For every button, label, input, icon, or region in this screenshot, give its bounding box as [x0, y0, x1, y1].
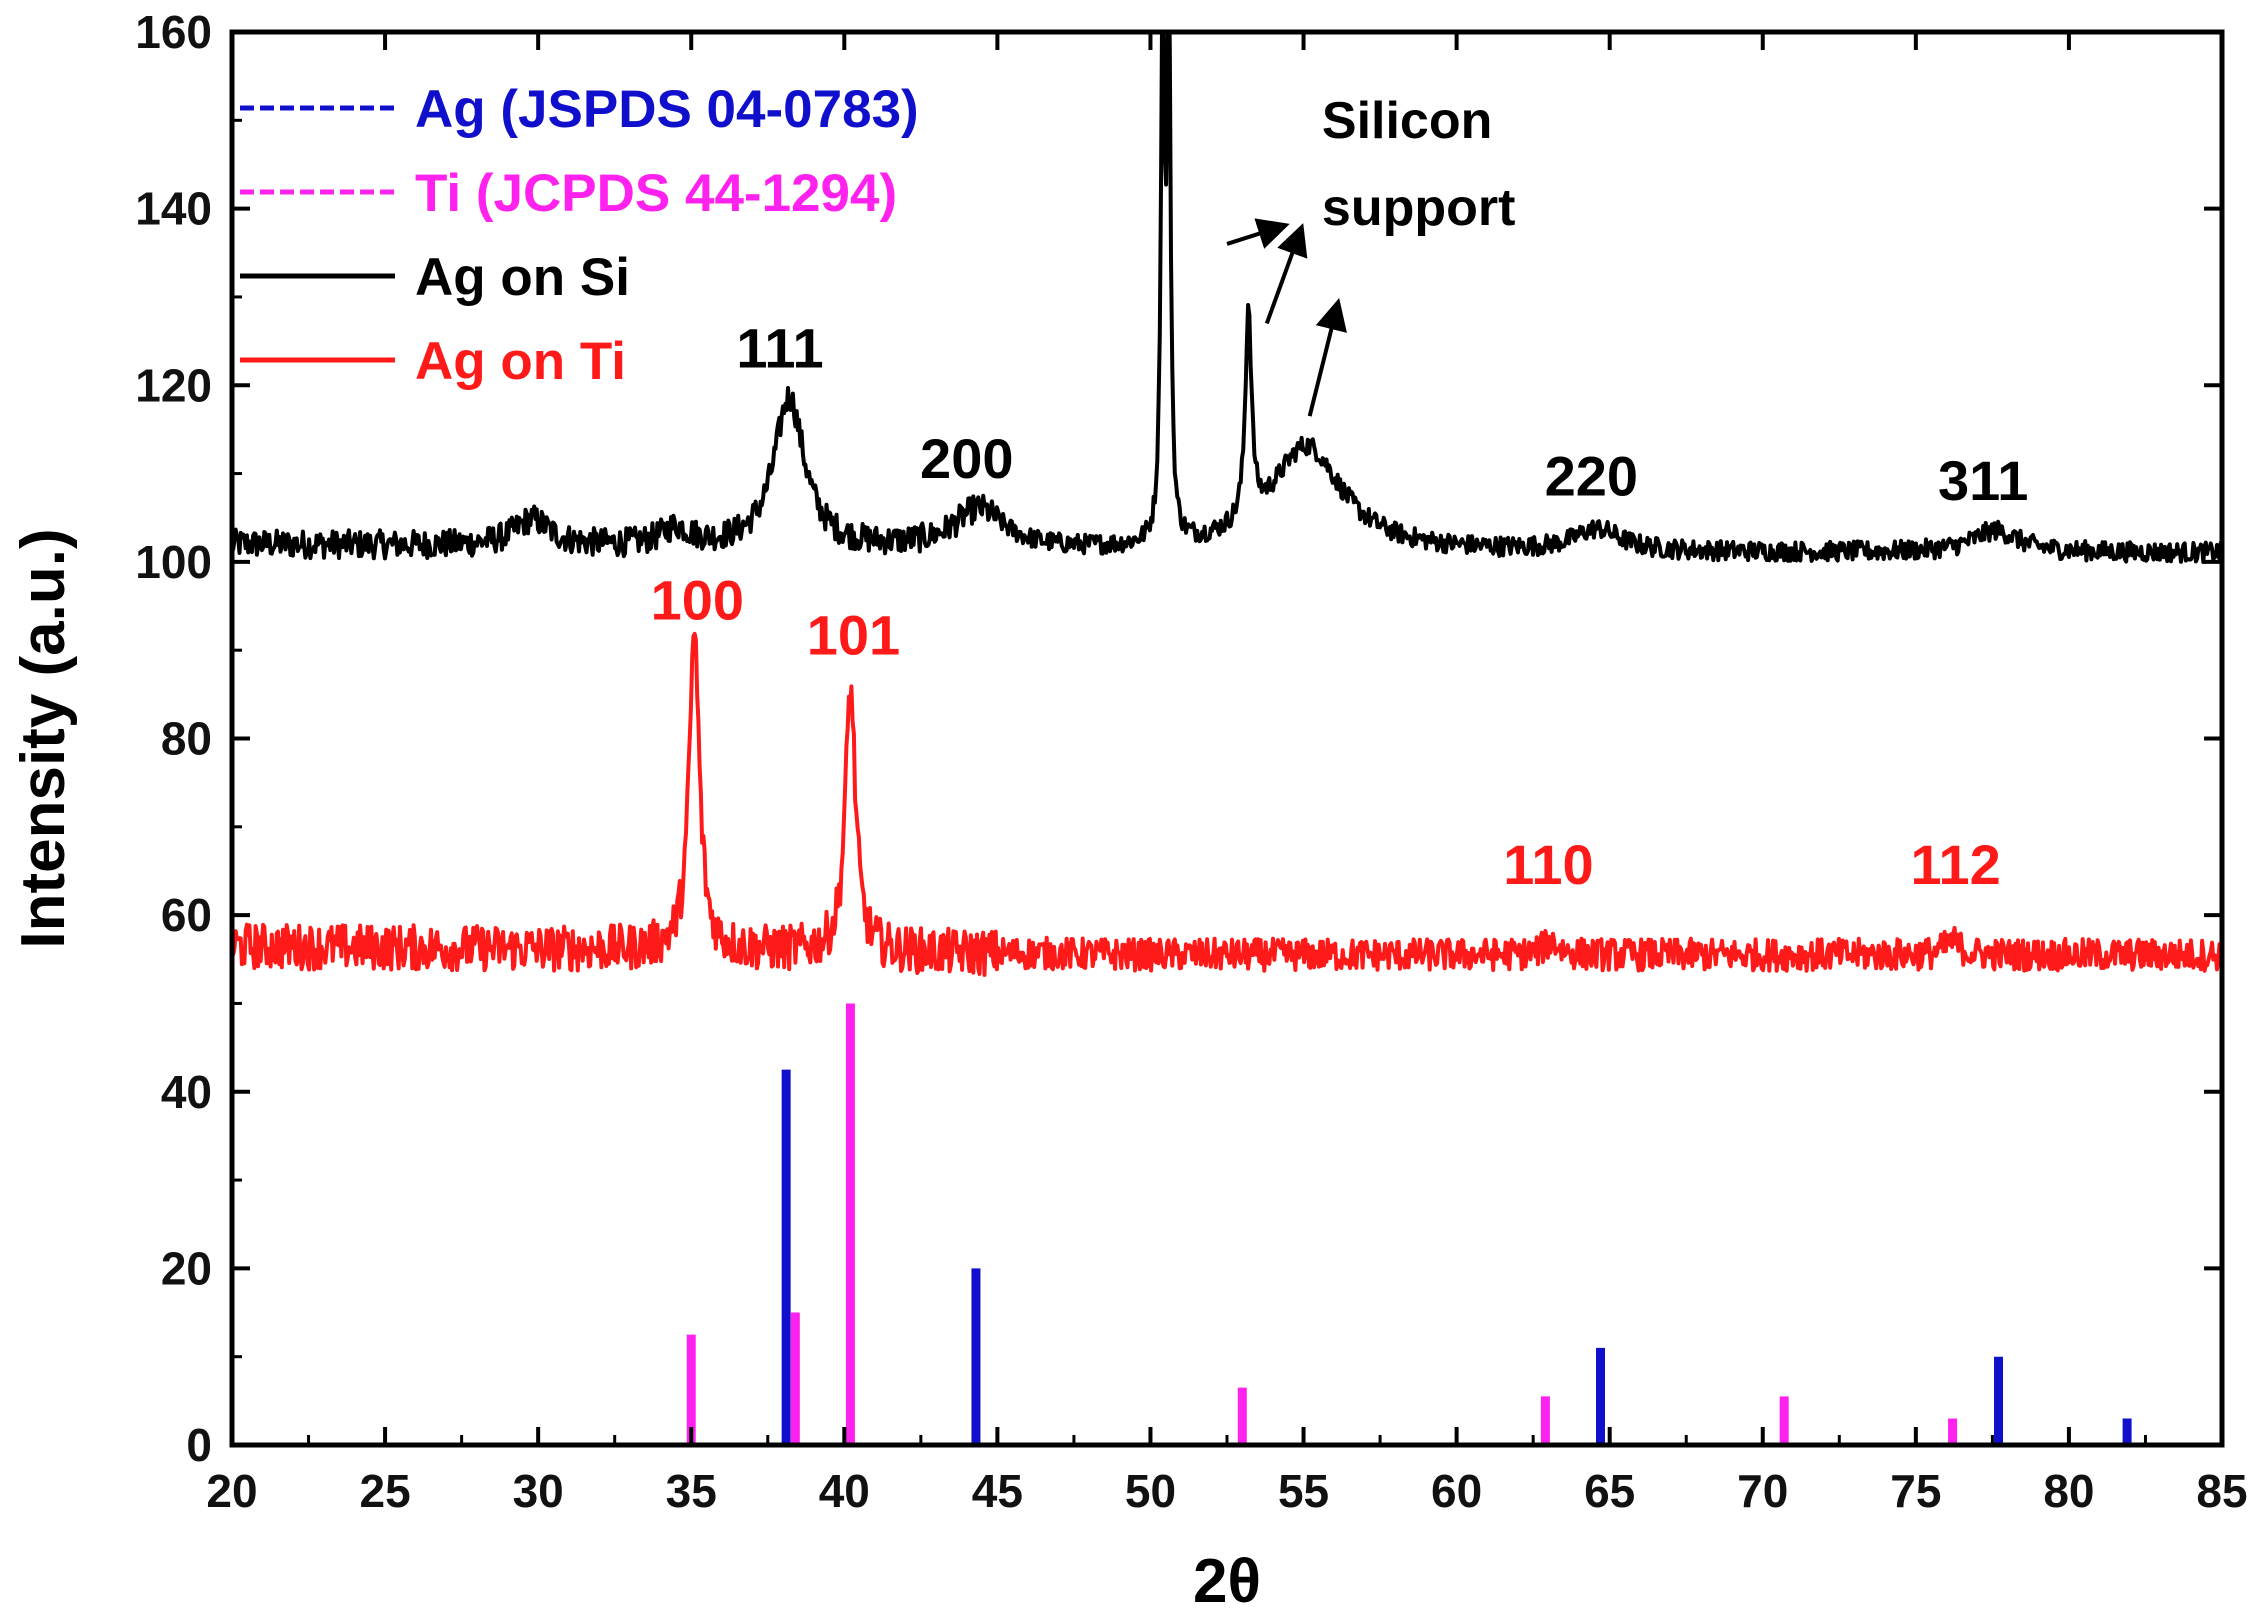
y-tick-label: 120 [135, 359, 212, 411]
x-tick-label: 65 [1584, 1465, 1635, 1517]
support-arrow-2 [1307, 298, 1347, 417]
legend-label-ag-on-si: Ag on Si [415, 248, 630, 307]
x-tick-label: 25 [359, 1465, 410, 1517]
x-tick-label: 35 [666, 1465, 717, 1517]
legend: Ag (JSPDS 04-0783) Ti (JCPDS 44-1294) Ag o… [240, 80, 919, 391]
peak-label-101: 101 [807, 604, 900, 667]
x-tick-label: 30 [513, 1465, 564, 1517]
y-tick-label: 100 [135, 536, 212, 588]
y-axis-title: Intensity (a.u.) [9, 528, 78, 948]
peak-label-110: 110 [1503, 833, 1593, 896]
x-tick-label: 85 [2196, 1465, 2247, 1517]
x-tick-label: 20 [206, 1465, 257, 1517]
silicon-support-note: Silicon support [1226, 92, 1516, 417]
x-tick-label: 80 [2043, 1465, 2094, 1517]
peak-label-311: 311 [1938, 449, 2028, 512]
peak-label-220: 220 [1545, 445, 1638, 508]
x-tick-label: 40 [819, 1465, 870, 1517]
x-tick-label: 70 [1737, 1465, 1788, 1517]
y-tick-label: 40 [161, 1066, 212, 1118]
x-tick-label: 75 [1890, 1465, 1941, 1517]
y-tick-label: 140 [135, 183, 212, 235]
legend-label-ti-jcpds-44-1294: Ti (JCPDS 44-1294) [415, 164, 897, 223]
peak-label-112: 112 [1910, 833, 2000, 896]
support-arrow-1 [1264, 223, 1308, 325]
axis-ticks: 20 25 30 35 40 45 50 55 60 65 70 75 80 85020406080100… [135, 6, 2247, 1517]
peak-label-100: 100 [651, 568, 744, 631]
support-arrow-0 [1226, 218, 1290, 249]
x-axis-title: 2θ [1193, 1547, 1261, 1616]
legend-label-ag-jspds-04-0783: Ag (JSPDS 04-0783) [415, 80, 919, 139]
y-tick-label: 160 [135, 6, 212, 58]
series-lines [232, 32, 2222, 977]
y-tick-label: 0 [186, 1419, 212, 1471]
x-tick-label: 55 [1278, 1465, 1329, 1517]
y-tick-label: 60 [161, 889, 212, 941]
legend-label-ag-on-ti: Ag on Ti [415, 332, 626, 391]
peak-label-111: 111 [736, 317, 823, 380]
series-ag-on-ti [232, 631, 2222, 977]
series-ag-on-si [232, 32, 2222, 564]
x-tick-label: 60 [1431, 1465, 1482, 1517]
x-tick-label: 50 [1125, 1465, 1176, 1517]
x-tick-label: 45 [972, 1465, 1023, 1517]
note-line-support: support [1322, 179, 1516, 237]
peak-label-200: 200 [920, 427, 1013, 490]
note-line-silicon: Silicon [1322, 92, 1492, 150]
y-tick-label: 20 [161, 1242, 212, 1294]
peak-annotations: 111 200 220 311 100 101 110 112 [651, 317, 2029, 897]
reference-lines [686, 1003, 2132, 1445]
y-tick-label: 80 [161, 713, 212, 765]
